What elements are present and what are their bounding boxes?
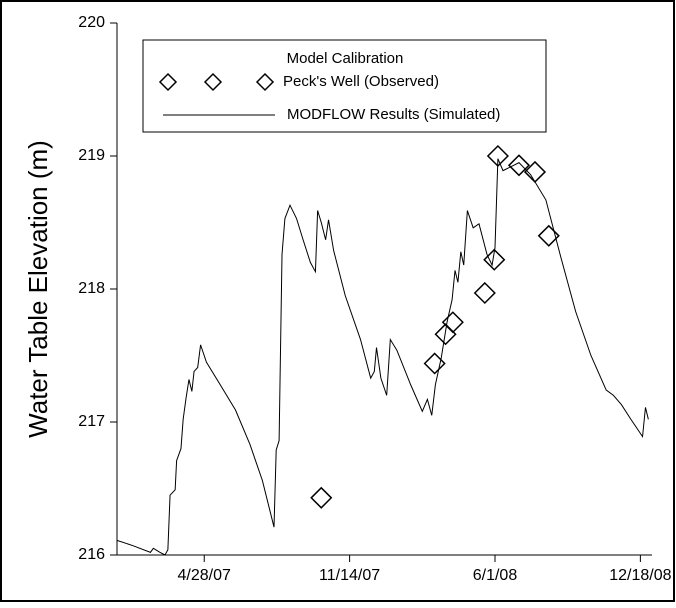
legend-label: MODFLOW Results (Simulated) xyxy=(287,106,500,123)
legend-title: Model Calibration xyxy=(287,50,404,67)
x-tick-label: 6/1/08 xyxy=(473,567,518,584)
observed-point xyxy=(473,281,496,305)
legend-label: Peck's Well (Observed) xyxy=(283,73,439,90)
legend-marker xyxy=(255,72,275,92)
x-tick-label: 4/28/07 xyxy=(178,567,231,584)
y-tick-label: 216 xyxy=(78,546,105,563)
observed-point xyxy=(507,154,531,177)
y-tick-label: 219 xyxy=(78,147,105,164)
x-tick-label: 12/18/08 xyxy=(609,567,671,584)
legend-box xyxy=(142,39,547,133)
y-tick-label: 218 xyxy=(78,280,105,297)
observed-point xyxy=(423,352,446,375)
legend-marker xyxy=(203,72,223,92)
y-tick-label: 217 xyxy=(78,413,105,430)
legend-marker xyxy=(158,72,178,92)
x-tick-label: 11/14/07 xyxy=(319,567,380,584)
observed-point xyxy=(537,224,560,247)
simulated-line xyxy=(116,158,649,556)
y-axis-label: Water Table Elevation (m) xyxy=(23,140,53,438)
observed-point xyxy=(310,486,333,509)
observed-point xyxy=(441,311,464,334)
y-tick-label: 220 xyxy=(78,14,105,31)
